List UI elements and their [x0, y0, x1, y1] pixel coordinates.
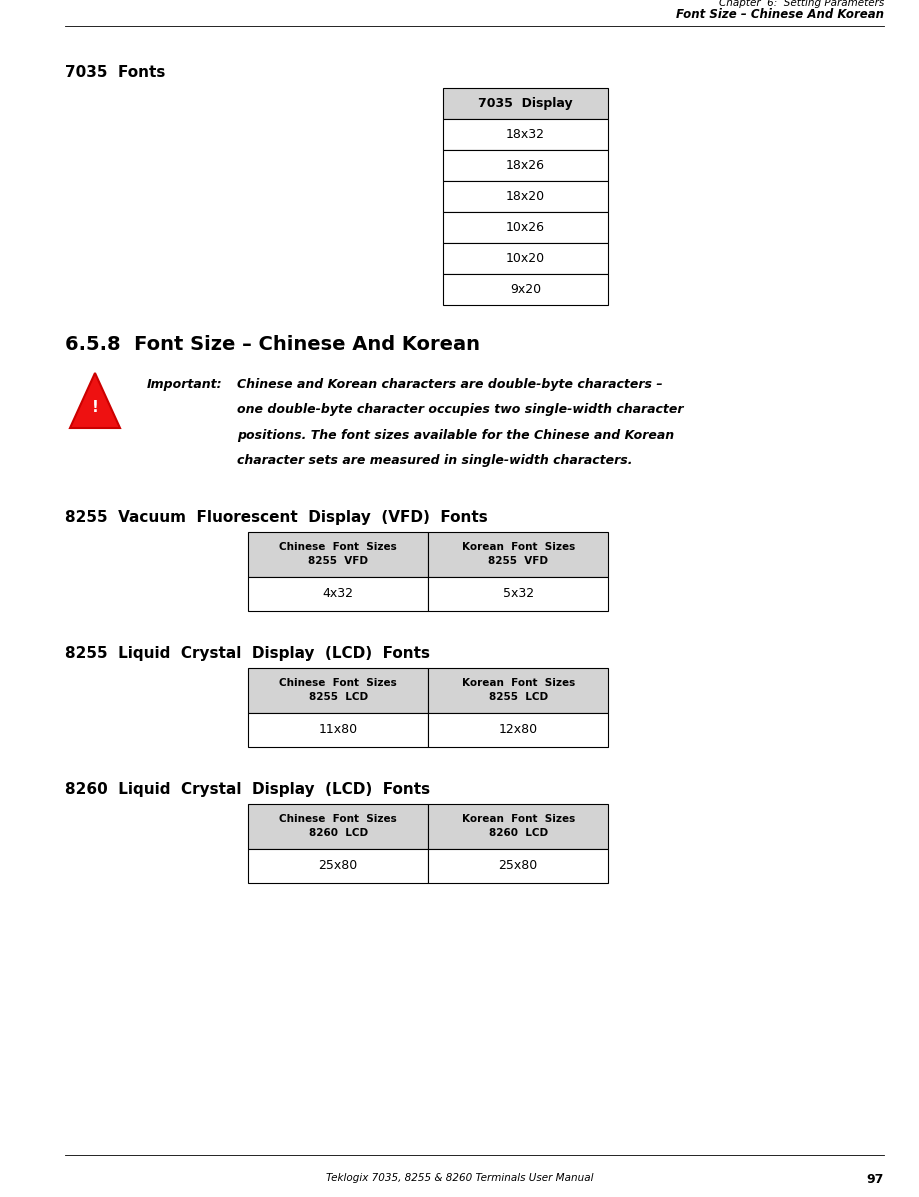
Text: 97: 97 [867, 1173, 884, 1186]
Bar [428, 804, 608, 849]
Text: one double-byte character occupies two single-width character: one double-byte character occupies two s… [237, 403, 684, 417]
Bar [248, 531, 428, 577]
Text: Chinese  Font  Sizes
8255  VFD: Chinese Font Sizes 8255 VFD [279, 542, 397, 566]
Bar [443, 150, 608, 181]
Text: character sets are measured in single-width characters.: character sets are measured in single-wi… [237, 455, 632, 468]
Text: Chinese  Font  Sizes
8255  LCD: Chinese Font Sizes 8255 LCD [279, 679, 397, 703]
Bar [248, 713, 428, 747]
Text: 8255  Vacuum  Fluorescent  Display  (VFD)  Fonts: 8255 Vacuum Fluorescent Display (VFD) Fo… [65, 510, 488, 525]
Text: 11x80: 11x80 [319, 723, 357, 736]
Bar [428, 531, 608, 577]
Text: 9x20: 9x20 [510, 282, 541, 296]
Text: Chapter  6:  Setting Parameters: Chapter 6: Setting Parameters [719, 0, 884, 8]
Text: !: ! [92, 400, 98, 414]
Text: 4x32: 4x32 [323, 588, 354, 601]
Text: Chinese  Font  Sizes
8260  LCD: Chinese Font Sizes 8260 LCD [279, 814, 397, 839]
Text: 12x80: 12x80 [499, 723, 538, 736]
Text: Korean  Font  Sizes
8260  LCD: Korean Font Sizes 8260 LCD [461, 814, 574, 839]
Text: 6.5.8  Font Size – Chinese And Korean: 6.5.8 Font Size – Chinese And Korean [65, 335, 480, 354]
Bar [428, 849, 608, 883]
Polygon shape [70, 373, 120, 429]
Text: Important:: Important: [147, 378, 222, 391]
Text: Chinese and Korean characters are double-byte characters –: Chinese and Korean characters are double… [237, 378, 663, 391]
Text: 18x26: 18x26 [506, 159, 545, 172]
Text: positions. The font sizes available for the Chinese and Korean: positions. The font sizes available for … [237, 429, 675, 442]
Text: 7035  Display: 7035 Display [479, 97, 573, 110]
Text: Font Size – Chinese And Korean: Font Size – Chinese And Korean [676, 8, 884, 22]
Bar [443, 119, 608, 150]
Bar [443, 212, 608, 243]
Bar [248, 577, 428, 610]
Text: 7035  Fonts: 7035 Fonts [65, 65, 165, 80]
Bar [428, 668, 608, 713]
Text: Korean  Font  Sizes
8255  VFD: Korean Font Sizes 8255 VFD [461, 542, 574, 566]
Bar [248, 849, 428, 883]
Bar [443, 243, 608, 274]
Bar [443, 181, 608, 212]
Text: 10x20: 10x20 [506, 253, 545, 265]
Text: 10x26: 10x26 [506, 221, 545, 233]
Text: 18x20: 18x20 [506, 190, 545, 203]
Bar [248, 668, 428, 713]
Bar [428, 713, 608, 747]
Text: 5x32: 5x32 [503, 588, 534, 601]
Text: Korean  Font  Sizes
8255  LCD: Korean Font Sizes 8255 LCD [461, 679, 574, 703]
Text: 18x32: 18x32 [506, 128, 545, 141]
Bar [428, 577, 608, 610]
Text: 8260  Liquid  Crystal  Display  (LCD)  Fonts: 8260 Liquid Crystal Display (LCD) Fonts [65, 782, 430, 797]
Bar [443, 274, 608, 305]
Text: 25x80: 25x80 [319, 859, 357, 873]
Text: 8255  Liquid  Crystal  Display  (LCD)  Fonts: 8255 Liquid Crystal Display (LCD) Fonts [65, 646, 430, 661]
Bar [443, 89, 608, 119]
Bar [248, 804, 428, 849]
Text: Teklogix 7035, 8255 & 8260 Terminals User Manual: Teklogix 7035, 8255 & 8260 Terminals Use… [325, 1173, 594, 1183]
Text: 25x80: 25x80 [498, 859, 538, 873]
